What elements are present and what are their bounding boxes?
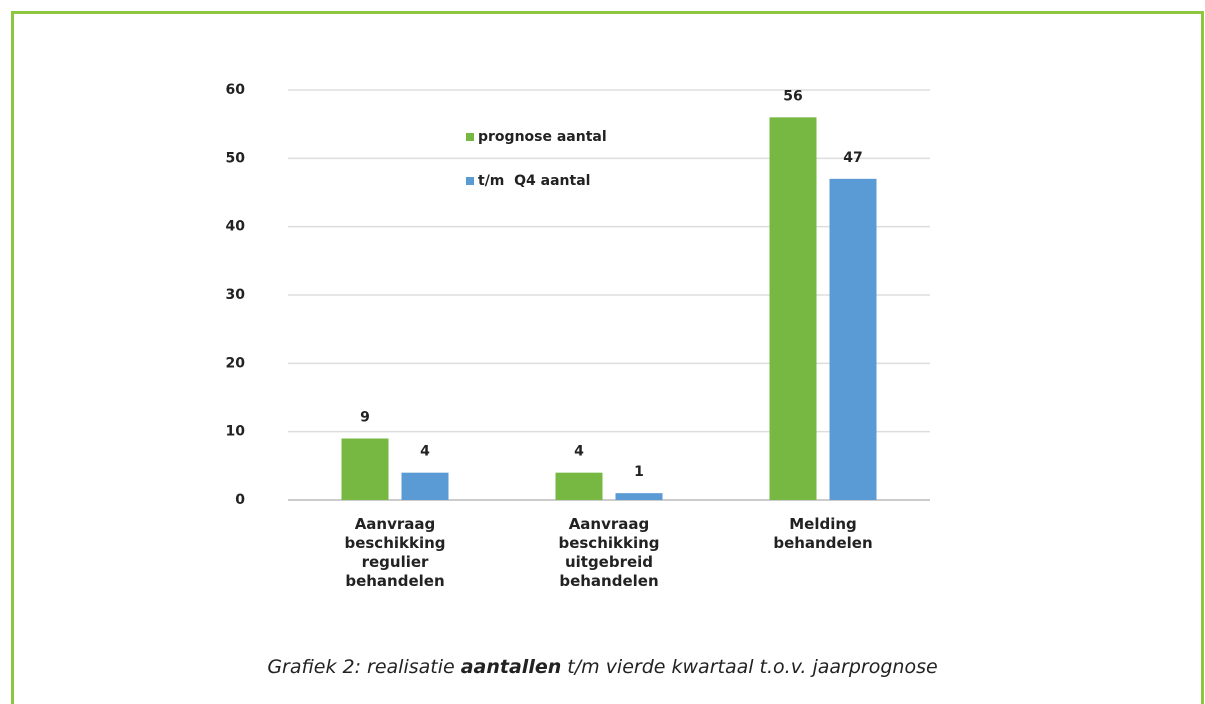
y-tick-label: 10 bbox=[226, 424, 246, 440]
bar bbox=[769, 117, 817, 500]
x-tick-label: Aanvraag beschikking regulier behandelen bbox=[344, 515, 446, 590]
y-tick-label: 0 bbox=[235, 492, 245, 508]
bar bbox=[615, 493, 663, 500]
bar bbox=[401, 472, 449, 500]
data-label: 47 bbox=[843, 150, 862, 166]
data-label: 1 bbox=[634, 464, 644, 480]
legend-label: t/m Q4 aantal bbox=[478, 173, 590, 189]
y-tick-label: 20 bbox=[226, 355, 246, 371]
caption-emphasis: aantallen bbox=[460, 656, 562, 678]
data-label: 56 bbox=[783, 88, 802, 104]
y-tick-label: 50 bbox=[226, 150, 246, 166]
chart: 0 10 20 30 40 50 60 9 4 4 1 56 47 prognose aantal t/m … bbox=[226, 82, 930, 508]
caption-text: Grafiek 2: realisatie bbox=[267, 656, 461, 678]
legend-swatch bbox=[466, 177, 474, 185]
y-tick-label: 60 bbox=[226, 82, 246, 98]
x-tick-label: Melding behandelen bbox=[773, 515, 873, 552]
data-label: 9 bbox=[360, 410, 370, 426]
bar bbox=[555, 472, 603, 500]
legend-swatch bbox=[466, 133, 474, 141]
legend-label: prognose aantal bbox=[478, 129, 607, 145]
data-label: 4 bbox=[574, 444, 584, 460]
bar bbox=[341, 438, 389, 500]
data-label: 4 bbox=[420, 444, 430, 460]
frame bbox=[11, 11, 1204, 704]
page: 0 10 20 30 40 50 60 9 4 4 1 56 47 prognose aantal t/m … bbox=[0, 11, 1205, 704]
caption: Grafiek 2: realisatie aantallen t/m vier… bbox=[0, 656, 1205, 678]
bar bbox=[829, 178, 877, 501]
y-tick-label: 40 bbox=[226, 219, 246, 235]
y-tick-label: 30 bbox=[226, 287, 246, 303]
caption-text: t/m vierde kwartaal t.o.v. jaarprognose bbox=[561, 656, 938, 678]
x-tick-label: Aanvraag beschikking uitgebreid behandel… bbox=[558, 515, 660, 590]
